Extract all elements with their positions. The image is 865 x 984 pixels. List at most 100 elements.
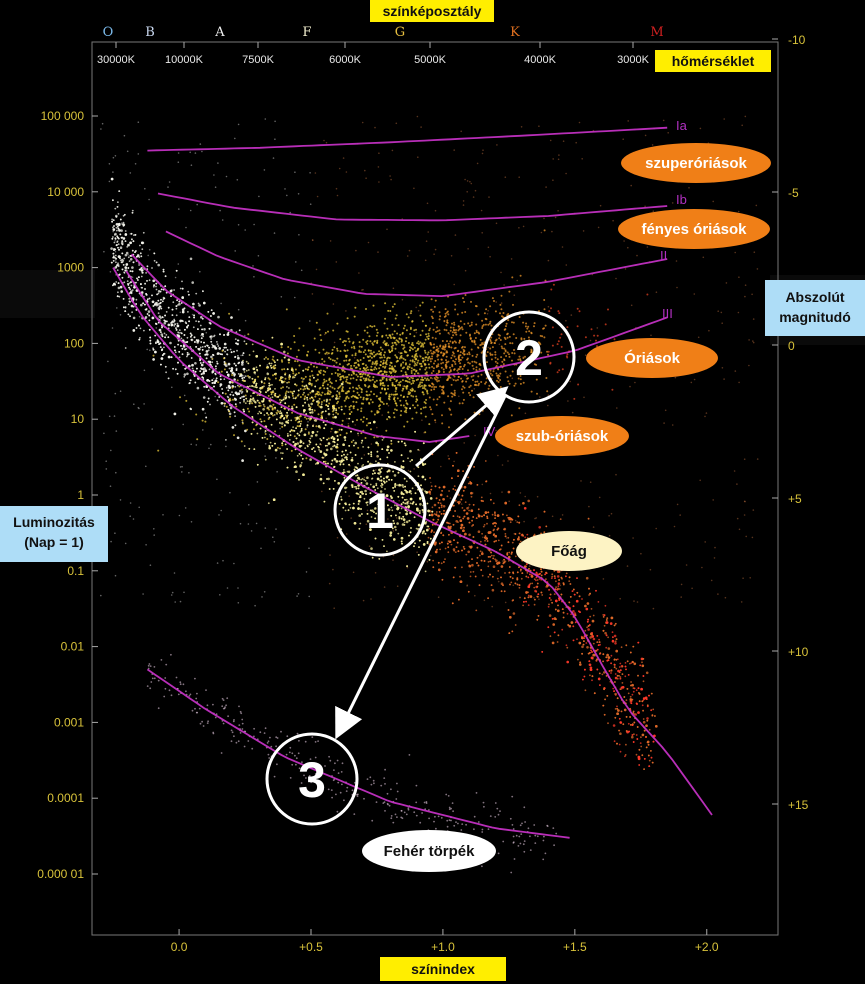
star-point: [415, 527, 418, 530]
star-point: [352, 439, 355, 442]
star-point: [242, 367, 246, 371]
star-point: [433, 503, 437, 507]
star-point: [208, 368, 211, 371]
star-point: [480, 569, 483, 571]
star-point: [438, 506, 441, 509]
star-point: [497, 539, 500, 542]
star-point: [527, 594, 530, 597]
star-point: [432, 559, 434, 562]
star-point: [283, 417, 285, 420]
star-point: [116, 206, 119, 208]
star-point: [410, 527, 412, 529]
star-point: [628, 730, 630, 733]
star-point: [484, 543, 487, 546]
star-point: [114, 237, 117, 240]
star-point: [206, 379, 209, 382]
star-point: [183, 373, 187, 376]
star-point: [280, 406, 283, 408]
star-point: [572, 588, 575, 591]
star-point: [310, 402, 314, 406]
star-point: [271, 336, 274, 339]
star-point: [636, 703, 638, 705]
star-point: [362, 464, 365, 466]
star-point: [599, 652, 601, 655]
star-point: [341, 450, 344, 453]
star-point: [111, 237, 114, 240]
star-point: [229, 406, 233, 410]
star-point: [605, 634, 608, 637]
star-point: [342, 463, 345, 466]
star-point: [654, 715, 656, 717]
star-point: [219, 353, 222, 355]
star-point: [446, 542, 449, 545]
star-point: [142, 302, 145, 305]
star-point: [338, 503, 341, 505]
star-point: [199, 362, 202, 364]
star-point: [556, 575, 560, 578]
star-point: [650, 692, 653, 695]
star-point: [136, 255, 138, 258]
star-point: [260, 420, 263, 423]
star-point: [602, 660, 604, 663]
star-point: [221, 388, 224, 390]
star-point: [359, 522, 362, 525]
star-point: [412, 501, 415, 504]
star-point: [435, 497, 438, 500]
star-point: [203, 367, 206, 370]
star-point: [233, 350, 235, 353]
star-point: [388, 452, 390, 454]
star-point: [320, 439, 323, 442]
star-point: [512, 571, 514, 574]
star-point: [280, 412, 283, 414]
star-point: [293, 430, 296, 432]
star-point: [318, 449, 320, 451]
star-point: [454, 489, 457, 491]
star-point: [438, 511, 441, 513]
star-point: [418, 546, 420, 548]
star-point: [468, 533, 471, 537]
star-point: [615, 658, 618, 661]
star-point: [357, 487, 360, 490]
star-point: [286, 466, 289, 469]
star-point: [378, 468, 381, 472]
star-point: [622, 723, 625, 726]
star-point: [117, 213, 120, 215]
star-point: [475, 609, 478, 612]
star-point: [124, 230, 127, 232]
star-point: [164, 314, 167, 317]
star-point: [187, 290, 190, 293]
star-point: [241, 391, 244, 393]
star-point: [340, 454, 343, 457]
star-point: [203, 328, 206, 331]
star-point: [344, 439, 347, 441]
star-point: [225, 346, 227, 349]
star-point: [557, 609, 560, 613]
star-point: [154, 334, 157, 337]
star-point: [603, 614, 606, 616]
star-point: [155, 261, 158, 264]
star-point: [303, 391, 305, 394]
star-point: [127, 284, 130, 286]
star-point: [116, 225, 119, 228]
star-point: [119, 285, 123, 289]
star-point: [132, 240, 135, 243]
star-point: [311, 448, 313, 450]
star-point: [495, 522, 497, 525]
star-point: [173, 346, 176, 348]
star-point: [348, 503, 351, 506]
star-point: [557, 634, 560, 637]
star-point: [188, 316, 191, 318]
star-point: [269, 441, 272, 444]
star-point: [148, 314, 151, 317]
star-point: [607, 647, 611, 650]
star-point: [631, 693, 634, 696]
star-point: [343, 436, 347, 439]
star-point: [614, 708, 617, 710]
star-point: [619, 676, 622, 678]
star-point: [341, 458, 344, 461]
star-point: [619, 662, 622, 665]
star-point: [602, 629, 605, 632]
star-point: [243, 399, 245, 401]
star-point: [139, 252, 142, 255]
